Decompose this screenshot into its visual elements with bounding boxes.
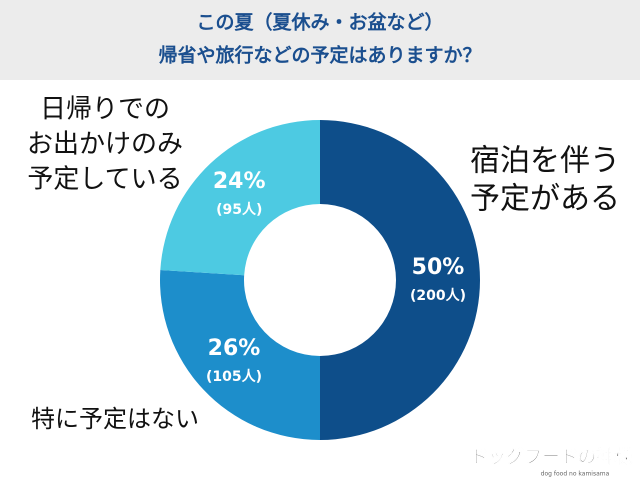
category-label: 予定している <box>27 165 182 195</box>
category-label: 宿泊を伴う <box>470 144 620 179</box>
donut-slice <box>320 120 480 440</box>
chart-title: 帰省や旅行などの予定はありますか？ <box>158 44 481 67</box>
category-label: 予定がある <box>470 182 620 217</box>
watermark-sub: dog food no kamisama <box>541 471 610 478</box>
chart-title: この夏（夏休み・お盆など） <box>196 11 443 34</box>
count-label: (105人) <box>206 368 262 385</box>
watermark: ドッグフードの神様 <box>470 446 633 468</box>
donut-slice <box>159 269 320 440</box>
donut-slice <box>160 120 320 276</box>
count-label: (200人) <box>410 287 466 304</box>
count-label: (95人) <box>216 201 262 218</box>
category-label: 日帰りでの <box>40 95 170 125</box>
value-label: 24% <box>213 169 266 194</box>
value-label: 26% <box>208 336 261 361</box>
category-label: お出かけのみ <box>27 130 183 160</box>
value-label: 50% <box>412 255 465 280</box>
category-label: 特に予定はない <box>31 405 199 433</box>
title-band <box>0 0 640 80</box>
